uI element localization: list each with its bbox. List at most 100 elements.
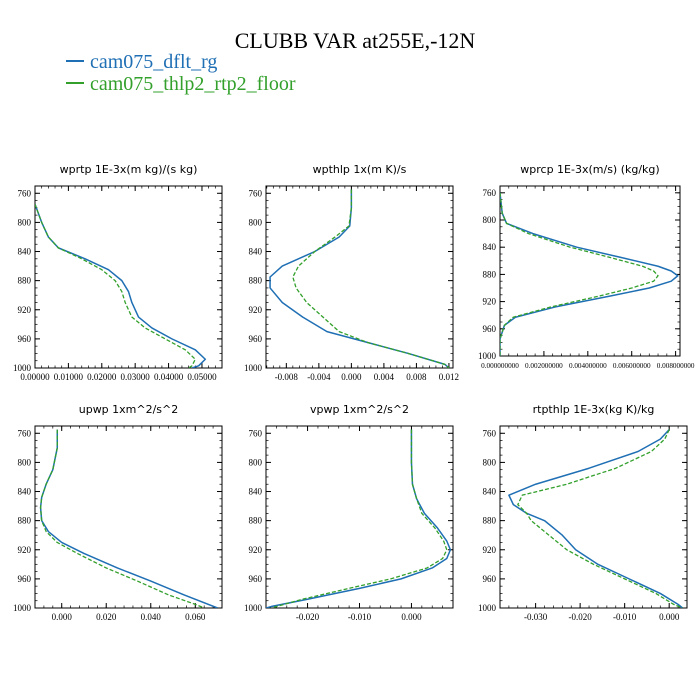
x-tick-label: 0.020 [96, 612, 117, 622]
x-tick-label: 0.000 [401, 612, 422, 622]
x-tick-label: 0.008000000 [657, 362, 695, 370]
x-tick-label: -0.030 [524, 612, 548, 622]
y-tick-label: 760 [249, 428, 263, 438]
panel-3: upwp 1xm^2/s^2 760 800 840 880 920 960 1000 0.00… [13, 403, 223, 622]
y-tick-label: 840 [249, 487, 263, 497]
x-tick-label: 0.008 [406, 372, 427, 382]
y-tick-label: 760 [18, 188, 32, 198]
figure-title: CLUBB VAR at255E,-12N [235, 28, 476, 53]
y-tick-label: 800 [483, 215, 497, 225]
y-tick-label: 920 [18, 305, 32, 315]
y-tick-label: 920 [18, 545, 32, 555]
y-tick-label: 760 [483, 188, 497, 198]
y-tick-label: 960 [483, 574, 497, 584]
y-tick-label: 960 [249, 334, 263, 344]
panel-title: wprtp 1E-3x(m kg)/(s kg) [60, 163, 198, 176]
x-tick-label: 0.040 [141, 612, 162, 622]
y-tick-label: 760 [249, 188, 263, 198]
plot-frame [499, 425, 688, 609]
y-tick-label: 880 [18, 276, 32, 286]
panel-title: upwp 1xm^2/s^2 [79, 403, 179, 416]
series-line-1 [517, 429, 683, 608]
legend: cam075_dflt_rg cam075_thlp2_rtp2_floor [66, 51, 296, 95]
legend-label-1: cam075_thlp2_rtp2_floor [90, 73, 296, 95]
y-tick-label: 1000 [13, 363, 32, 373]
panel-5: rtpthlp 1E-3x(kg K)/kg 760 800 840 880 920 960… [478, 403, 688, 622]
y-tick-label: 840 [483, 487, 497, 497]
y-tick-label: 1000 [244, 363, 263, 373]
series-line-0 [508, 429, 684, 608]
y-tick-label: 920 [483, 545, 497, 555]
y-tick-label: 760 [18, 428, 32, 438]
panel-title: wpthlp 1x(m K)/s [313, 163, 407, 176]
series-line-1 [292, 189, 450, 368]
y-tick-label: 880 [18, 516, 32, 526]
plot-frame [499, 185, 681, 357]
x-tick-label: -0.010 [613, 612, 637, 622]
panel-1: wpthlp 1x(m K)/s 760 800 840 880 920 960 1000 -0… [244, 163, 459, 382]
series-group [508, 429, 684, 608]
x-tick-label: 0.006000000 [613, 362, 651, 370]
x-tick-label: -0.010 [348, 612, 372, 622]
y-tick-label: 880 [483, 516, 497, 526]
plot-frame [265, 185, 454, 369]
y-tick-label: 800 [249, 457, 263, 467]
x-tick-label: 0.02000 [87, 372, 117, 382]
series-line-1 [500, 192, 659, 356]
x-tick-label: 0.01000 [54, 372, 84, 382]
x-tick-label: 0.04000 [154, 372, 184, 382]
y-tick-label: 800 [18, 217, 32, 227]
series-line-1 [35, 203, 196, 368]
x-tick-label: 0.03000 [121, 372, 151, 382]
panel-title: wprcp 1E-3x(m/s) (kg/kg) [520, 163, 659, 176]
plot-frame [34, 425, 223, 609]
x-tick-label: 0.000 [659, 612, 680, 622]
series-group [500, 192, 679, 356]
y-tick-label: 960 [483, 324, 497, 334]
series-line-0 [500, 192, 679, 356]
x-tick-label: -0.020 [569, 612, 593, 622]
y-tick-label: 920 [249, 305, 263, 315]
legend-label-0: cam075_dflt_rg [90, 51, 217, 73]
x-tick-label: -0.008 [275, 372, 299, 382]
series-group [269, 189, 450, 368]
panel-4: vpwp 1xm^2/s^2 760 800 840 880 920 960 1000 -0.0… [244, 403, 454, 622]
series-line-0 [269, 189, 450, 368]
y-tick-label: 960 [18, 574, 32, 584]
x-tick-label: 0.000 [341, 372, 362, 382]
y-tick-label: 800 [483, 457, 497, 467]
y-tick-label: 880 [249, 516, 263, 526]
x-tick-label: 0.004000000 [569, 362, 607, 370]
y-tick-label: 840 [18, 487, 32, 497]
x-tick-label: 0.004 [374, 372, 395, 382]
x-tick-label: -0.020 [296, 612, 320, 622]
series-group [266, 429, 452, 608]
y-tick-label: 840 [249, 247, 263, 257]
x-tick-label: 0.000 [52, 612, 73, 622]
y-tick-label: 1000 [478, 603, 497, 613]
y-tick-label: 800 [18, 457, 32, 467]
y-tick-label: 1000 [244, 603, 263, 613]
y-tick-label: 800 [249, 217, 263, 227]
x-tick-label: 0.00000 [20, 372, 50, 382]
y-tick-label: 920 [483, 297, 497, 307]
series-line-1 [39, 429, 205, 608]
x-tick-label: 0.060 [185, 612, 206, 622]
y-tick-label: 840 [18, 247, 32, 257]
x-tick-label: 0.05000 [187, 372, 217, 382]
y-tick-label: 760 [483, 428, 497, 438]
y-tick-label: 1000 [13, 603, 32, 613]
y-tick-label: 880 [249, 276, 263, 286]
y-tick-label: 960 [18, 334, 32, 344]
panel-title: vpwp 1xm^2/s^2 [310, 403, 409, 416]
y-tick-label: 960 [249, 574, 263, 584]
panel-title: rtpthlp 1E-3x(kg K)/kg [533, 403, 655, 416]
panel-2: wprcp 1E-3x(m/s) (kg/kg) 760 800 840 880 920 9… [478, 163, 695, 370]
y-tick-label: 1000 [478, 351, 497, 361]
series-group [35, 203, 207, 368]
series-line-0 [266, 429, 452, 608]
y-tick-label: 840 [483, 242, 497, 252]
y-tick-label: 920 [249, 545, 263, 555]
panel-0: wprtp 1E-3x(m kg)/(s kg) 760 800 840 880 920 9… [13, 163, 223, 382]
